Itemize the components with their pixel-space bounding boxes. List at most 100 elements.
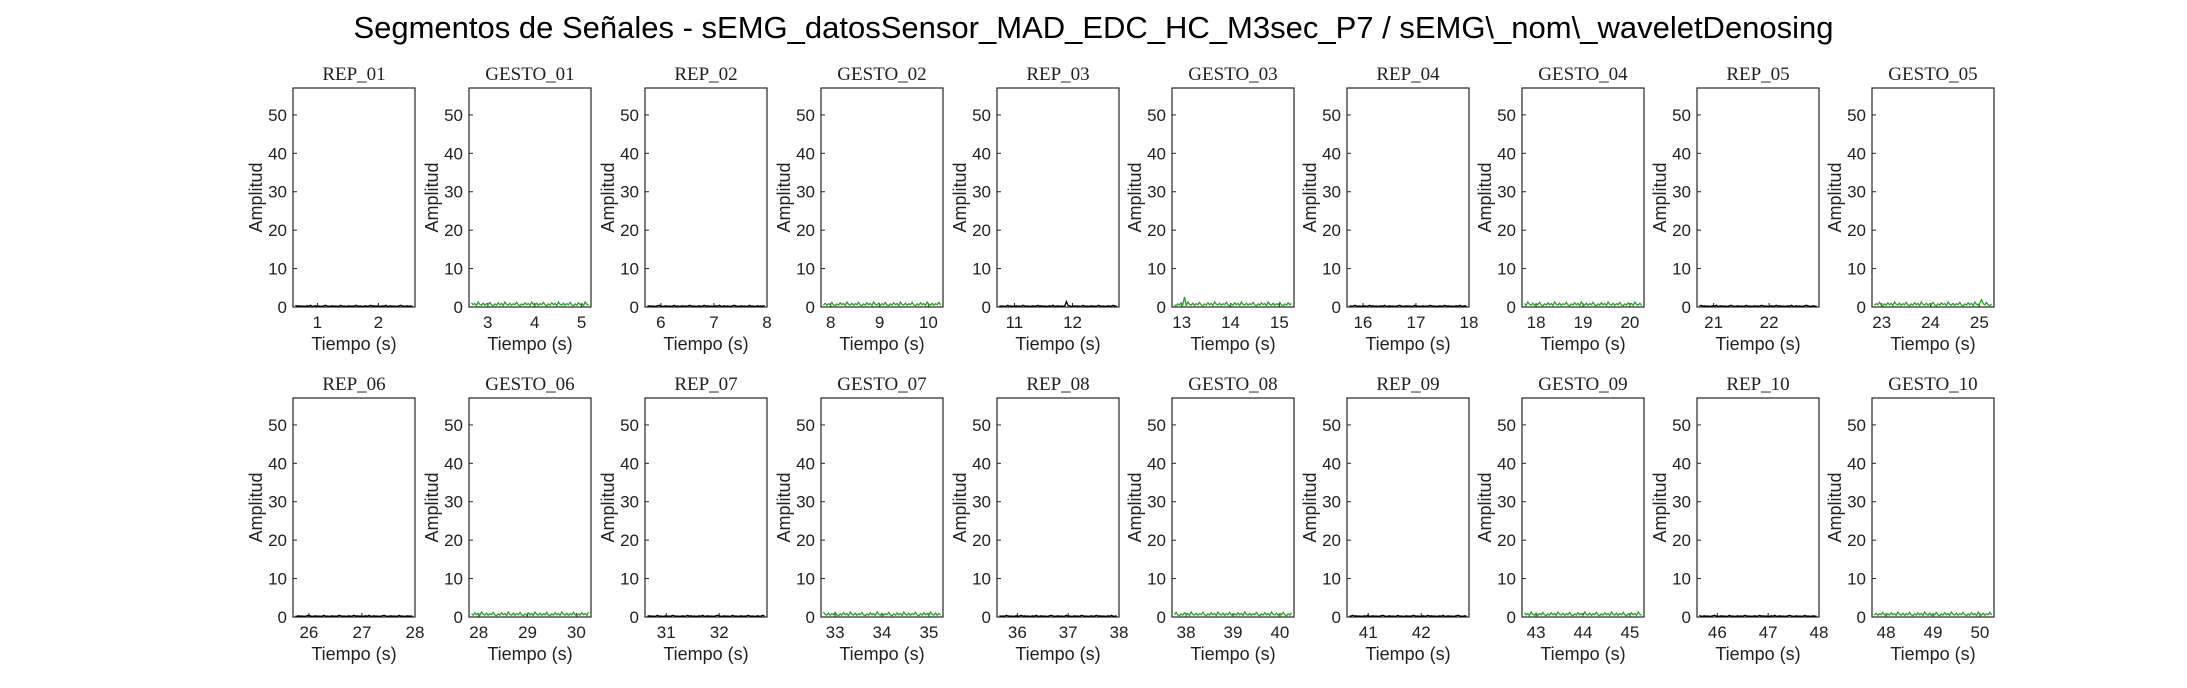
y-tick-label: 30 (1672, 493, 1691, 512)
y-tick-label: 0 (1507, 298, 1516, 317)
x-tick-label: 47 (1759, 623, 1778, 642)
y-axis-label: Amplitud (598, 162, 618, 232)
y-tick-label: 20 (1147, 221, 1166, 240)
subplot-gesto-09: GESTO_09 0 10 20 30 40 50 43 44 45 Tiempo (s) Ampli… (1475, 374, 1645, 664)
subplot-title: REP_04 (1376, 64, 1440, 85)
axes-box (644, 87, 768, 308)
x-axis-label: Tiempo (s) (487, 334, 572, 354)
x-tick-label: 8 (762, 313, 771, 332)
axes-box (820, 87, 944, 308)
y-tick-label: 10 (1497, 260, 1516, 279)
x-axis-label: Tiempo (s) (1540, 644, 1625, 664)
x-axis-label: Tiempo (s) (1365, 644, 1450, 664)
y-axis-label: Amplitud (1300, 472, 1320, 542)
x-tick-label: 25 (1970, 313, 1989, 332)
x-tick-label: 13 (1172, 313, 1191, 332)
y-axis-label: Amplitud (422, 162, 442, 232)
x-tick-label: 18 (1527, 313, 1546, 332)
subplot-title: GESTO_06 (485, 374, 574, 395)
x-tick-label: 50 (1970, 623, 1989, 642)
y-tick-label: 40 (620, 454, 639, 473)
y-tick-label: 20 (268, 531, 287, 550)
y-tick-label: 0 (1332, 298, 1341, 317)
axes-box (644, 397, 768, 618)
y-tick-label: 0 (806, 298, 815, 317)
x-tick-label: 1 (313, 313, 322, 332)
y-tick-label: 30 (796, 183, 815, 202)
x-tick-label: 16 (1353, 313, 1372, 332)
y-axis-label: Amplitud (1650, 472, 1670, 542)
axes-box (468, 397, 592, 618)
y-tick-label: 50 (1847, 106, 1866, 125)
axes-box (1171, 87, 1295, 308)
subplot-gesto-01: GESTO_01 0 10 20 30 40 50 3 4 5 Tiempo (s) Amplitud (422, 64, 592, 354)
y-tick-label: 20 (1497, 221, 1516, 240)
x-tick-label: 31 (657, 623, 676, 642)
y-tick-label: 30 (444, 493, 463, 512)
subplot-title: GESTO_10 (1888, 374, 1977, 395)
y-axis-label: Amplitud (1650, 162, 1670, 232)
subplot-rep-02: REP_02 0 10 20 30 40 50 6 7 8 Tiempo (s) Amplitud (598, 64, 772, 354)
y-tick-label: 50 (796, 106, 815, 125)
subplot-gesto-06: GESTO_06 0 10 20 30 40 50 28 29 30 Tiempo (s) Ampli… (422, 374, 592, 664)
subplot-title: REP_09 (1376, 374, 1439, 395)
y-axis-label: Amplitud (774, 472, 794, 542)
subplot-title: GESTO_03 (1188, 64, 1277, 85)
x-tick-label: 43 (1527, 623, 1546, 642)
y-tick-label: 40 (1847, 454, 1866, 473)
x-tick-label: 28 (469, 623, 488, 642)
x-axis-label: Tiempo (s) (1190, 644, 1275, 664)
y-tick-label: 40 (796, 144, 815, 163)
y-tick-label: 0 (630, 298, 639, 317)
x-tick-label: 11 (1006, 313, 1024, 332)
y-tick-label: 50 (268, 106, 287, 125)
x-tick-label: 14 (1221, 313, 1240, 332)
x-tick-label: 19 (1574, 313, 1593, 332)
subplot-rep-04: REP_04 0 10 20 30 40 50 16 17 18 Tiempo (s) Amplitu… (1300, 64, 1478, 354)
x-axis-label: Tiempo (s) (311, 334, 396, 354)
y-tick-label: 20 (620, 531, 639, 550)
x-tick-label: 48 (1877, 623, 1896, 642)
x-axis-label: Tiempo (s) (1890, 644, 1975, 664)
y-tick-label: 10 (620, 570, 639, 589)
y-tick-label: 40 (268, 454, 287, 473)
signal-line (1173, 610, 1293, 617)
y-tick-label: 40 (1497, 144, 1516, 163)
subplot-title: GESTO_07 (837, 374, 926, 395)
x-tick-label: 45 (1620, 623, 1639, 642)
y-tick-label: 20 (1847, 221, 1866, 240)
y-axis-label: Amplitud (1125, 162, 1145, 232)
y-tick-label: 50 (1322, 106, 1341, 125)
y-tick-label: 30 (268, 183, 287, 202)
y-tick-label: 30 (1847, 183, 1866, 202)
y-tick-label: 40 (796, 454, 815, 473)
y-tick-label: 50 (1322, 416, 1341, 435)
axes-box (1696, 397, 1820, 618)
y-tick-label: 30 (268, 493, 287, 512)
y-tick-label: 50 (620, 416, 639, 435)
subplot-title: GESTO_05 (1888, 64, 1977, 85)
axes-box (468, 87, 592, 308)
axes-box (292, 87, 416, 308)
subplot-title: GESTO_01 (485, 64, 574, 85)
axes-box (1871, 87, 1995, 308)
y-tick-label: 10 (444, 260, 463, 279)
y-tick-label: 50 (1847, 416, 1866, 435)
y-tick-label: 50 (1497, 106, 1516, 125)
y-tick-label: 40 (1497, 454, 1516, 473)
y-tick-label: 30 (1322, 183, 1341, 202)
y-tick-label: 20 (972, 221, 991, 240)
y-tick-label: 50 (972, 416, 991, 435)
x-tick-label: 42 (1412, 623, 1431, 642)
subplot-rep-01: REP_01 0 10 20 30 40 50 1 2 Tiempo (s) Amplitud (246, 64, 416, 354)
axes-box (1171, 397, 1295, 618)
x-tick-label: 39 (1224, 623, 1243, 642)
y-tick-label: 0 (454, 298, 463, 317)
subplot-gesto-05: GESTO_05 0 10 20 30 40 50 23 24 25 Tiempo (s) Ampli… (1825, 64, 1995, 354)
y-axis-label: Amplitud (1300, 162, 1320, 232)
y-tick-label: 40 (444, 454, 463, 473)
y-tick-label: 50 (444, 106, 463, 125)
y-tick-label: 40 (1147, 144, 1166, 163)
x-tick-label: 34 (873, 623, 892, 642)
y-tick-label: 0 (1682, 608, 1691, 627)
